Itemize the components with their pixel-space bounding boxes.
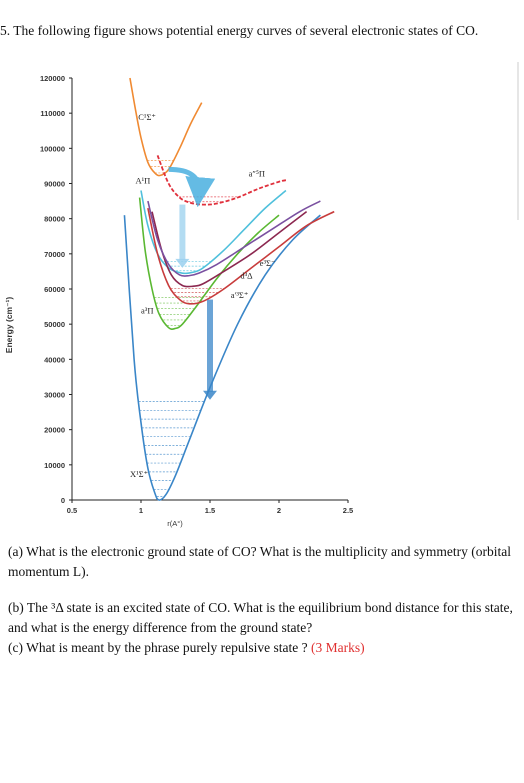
state-label: a′³Σ⁺ xyxy=(231,290,249,300)
y-tick-label: 70000 xyxy=(44,250,65,259)
transition-arrow-head xyxy=(175,258,190,268)
y-tick-label: 20000 xyxy=(44,426,65,435)
y-tick-label: 0 xyxy=(61,496,65,505)
curve-A¹Π xyxy=(140,189,287,275)
y-tick-label: 90000 xyxy=(44,180,65,189)
potential-curves xyxy=(123,77,335,501)
state-label: X¹Σ⁺ xyxy=(130,469,148,479)
curve-a″⁵Π xyxy=(156,155,288,206)
state-label: e³Σ⁻ xyxy=(260,258,276,268)
x-axis-label: r(A°) xyxy=(167,519,183,528)
y-tick-label: 40000 xyxy=(44,355,65,364)
y-tick-label: 100000 xyxy=(40,144,65,153)
y-tick-label: 50000 xyxy=(44,320,65,329)
potential-energy-chart: 0 10000 20000 30000 40000 50000 60000 70000 8000… xyxy=(4,74,353,528)
transition-arrow xyxy=(179,204,186,260)
transition-arrow xyxy=(168,166,216,208)
y-axis-label: Energy (cm⁻¹) xyxy=(4,297,14,354)
part-b: (b) The ³Δ state is an excited state of … xyxy=(8,600,513,635)
curve-e³Σ⁻ xyxy=(147,200,321,277)
vibrational-levels xyxy=(138,160,240,497)
x-tick-label: 0.5 xyxy=(67,506,77,515)
part-c-text: (c) What is meant by the phrase purely r… xyxy=(8,640,308,655)
y-tick-label: 30000 xyxy=(44,391,65,400)
y-tick-label: 120000 xyxy=(40,74,65,83)
question-intro: 5. The following figure shows potential … xyxy=(0,23,479,38)
state-label: d³Δ xyxy=(240,270,253,280)
transition-arrow-head xyxy=(203,390,217,400)
curve-C¹Σ⁺ xyxy=(129,77,203,177)
part-c: (c) What is meant by the phrase purely r… xyxy=(8,638,524,658)
curve-a³Π xyxy=(138,197,280,330)
y-tick-label: 60000 xyxy=(44,285,65,294)
part-c-marks: (3 Marks) xyxy=(311,640,365,655)
curve-a′³Σ⁺ xyxy=(147,207,335,305)
curve-d³Δ xyxy=(151,210,308,288)
state-label: A¹Π xyxy=(135,176,150,186)
x-tick-label: 2 xyxy=(277,506,281,515)
curve-X¹Σ⁺ xyxy=(123,214,321,501)
scrollbar[interactable] xyxy=(517,62,519,220)
transition-arrow xyxy=(207,299,213,392)
y-tick-label: 10000 xyxy=(44,461,65,470)
state-label: a³Π xyxy=(141,306,153,316)
part-a: (a) What is the electronic ground state … xyxy=(8,544,511,579)
y-tick-label: 110000 xyxy=(40,109,65,118)
state-label: a″⁵Π xyxy=(249,168,265,178)
state-labels: X¹Σ⁺ a³Π A¹Π a′³Σ⁺ d³Δ e³Σ⁻ C¹Σ⁺ a″⁵Π xyxy=(130,112,275,479)
x-tick-label: 2.5 xyxy=(343,506,353,515)
y-tick-label: 80000 xyxy=(44,215,65,224)
chart-axes: 0 10000 20000 30000 40000 50000 60000 70000 8000… xyxy=(40,74,353,515)
x-tick-label: 1 xyxy=(139,506,143,515)
transition-arrows xyxy=(168,166,217,400)
x-tick-label: 1.5 xyxy=(205,506,215,515)
state-label: C¹Σ⁺ xyxy=(138,112,156,122)
